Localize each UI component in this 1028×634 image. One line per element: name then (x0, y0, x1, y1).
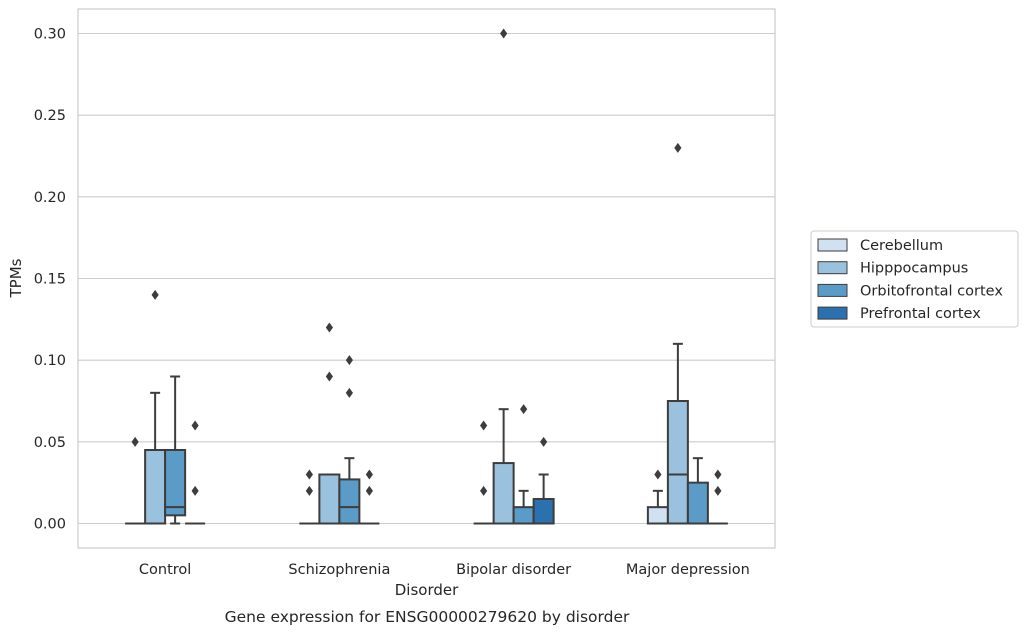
x-tick-label: Major depression (626, 562, 750, 578)
box-iqr (164, 449, 187, 517)
x-axis-ticks: Control Schizophrenia Bipolar disorder Majo… (139, 562, 750, 578)
outlier-point (714, 469, 722, 480)
legend-swatch (817, 238, 848, 252)
outlier-point (191, 485, 199, 496)
outlier-point (365, 485, 373, 496)
box-iqr (512, 506, 535, 525)
outlier-point (151, 289, 159, 300)
box-iqr (686, 481, 709, 525)
x-tick-label: Bipolar disorder (456, 562, 571, 578)
box-orbitofrontal-cortex-bipolar-disorder (512, 404, 535, 525)
box-iqr (532, 498, 555, 525)
plot-area-frame (77, 8, 776, 549)
outlier-point (520, 404, 528, 415)
outlier-point (191, 420, 199, 431)
box-hipppocampus-bipolar-disorder (492, 28, 515, 525)
x-axis-label: Disorder (395, 581, 459, 599)
box-iqr (144, 449, 167, 525)
outlier-point (674, 142, 682, 153)
y-tick-label: 0.30 (34, 27, 66, 43)
x-tick-label: Control (139, 562, 191, 578)
box-cerebellum-control (125, 436, 146, 525)
box-hipppocampus-schizophrenia (318, 322, 341, 525)
box-prefrontal-cortex-schizophrenia (359, 469, 380, 525)
box-iqr (646, 506, 669, 525)
legend-swatch (817, 283, 848, 297)
y-tick-label: 0.10 (34, 353, 66, 369)
legend-swatch (817, 306, 848, 320)
outlier-point (714, 485, 722, 496)
legend-label: Prefrontal cortex (860, 306, 981, 322)
outlier-point (325, 371, 333, 382)
y-tick-label: 0.15 (34, 272, 66, 288)
box-orbitofrontal-cortex-schizophrenia (338, 355, 361, 525)
y-tick-label: 0.25 (34, 108, 66, 124)
outlier-point (131, 436, 139, 447)
outlier-point (480, 485, 488, 496)
legend-frame (810, 230, 1019, 328)
outlier-point (325, 322, 333, 333)
box-cerebellum-bipolar-disorder (473, 420, 494, 525)
grid-lines (78, 32, 775, 525)
legend-label: Hipppocampus (860, 261, 968, 277)
box-cerebellum-major-depression (646, 469, 669, 525)
outlier-point (365, 469, 373, 480)
legend-swatch (817, 261, 848, 275)
box-iqr (666, 400, 689, 525)
box-iqr (338, 478, 361, 525)
outlier-point (654, 469, 662, 480)
legend-label: Cerebellum (860, 238, 943, 254)
box-prefrontal-cortex-bipolar-disorder (532, 436, 555, 525)
box-orbitofrontal-cortex-major-depression (686, 457, 709, 525)
outlier-point (305, 485, 313, 496)
y-tick-label: 0.20 (34, 190, 66, 206)
outlier-point (480, 420, 488, 431)
y-axis-ticks: 0.00 0.05 0.10 0.15 0.20 0.25 0.30 (34, 27, 66, 533)
box-prefrontal-cortex-major-depression (707, 469, 728, 525)
legend-label: Orbitofrontal cortex (860, 283, 1003, 299)
box-iqr (318, 473, 341, 525)
box-groups (125, 28, 728, 525)
outlier-point (305, 469, 313, 480)
x-tick-label: Schizophrenia (288, 562, 390, 578)
y-axis-label: TPMs (7, 258, 25, 298)
box-hipppocampus-control (144, 289, 167, 525)
outlier-point (345, 387, 353, 398)
outlier-point (345, 355, 353, 366)
y-tick-label: 0.05 (34, 435, 66, 451)
box-iqr (492, 462, 515, 525)
outlier-point (540, 436, 548, 447)
box-prefrontal-cortex-control (185, 420, 206, 525)
figure-caption: Gene expression for ENSG00000279620 by d… (225, 608, 630, 626)
outlier-point (500, 28, 508, 39)
box-cerebellum-schizophrenia (299, 469, 320, 525)
legend: Cerebellum Hipppocampus Orbitofrontal cort… (810, 230, 1019, 328)
box-orbitofrontal-cortex-control (164, 375, 187, 525)
y-tick-label: 0.00 (34, 517, 66, 533)
box-hipppocampus-major-depression (666, 142, 689, 525)
